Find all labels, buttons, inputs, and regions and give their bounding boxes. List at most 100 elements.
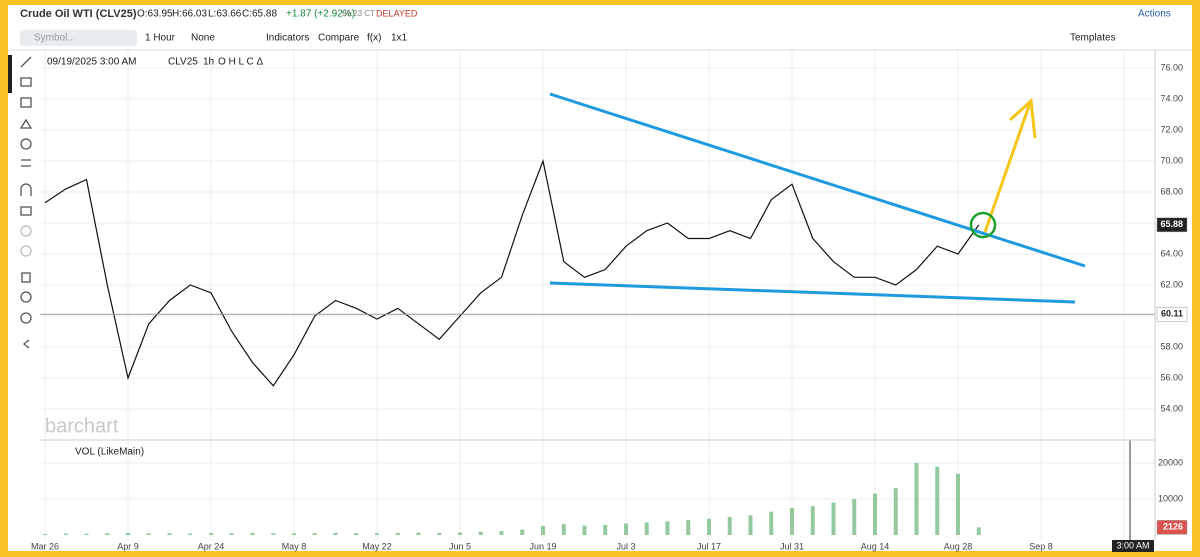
volume-bar <box>43 533 47 535</box>
y-tick-label: 20000 <box>1158 457 1183 467</box>
x-tick-label: Mar 26 <box>31 541 59 551</box>
y-tick-label: 70.00 <box>1160 155 1183 165</box>
volume-bar <box>333 532 338 535</box>
volume-bar <box>727 517 732 535</box>
x-tick-label: Jun 19 <box>529 541 556 551</box>
legend-fields: O H L C Δ <box>218 57 264 68</box>
y-tick-label: 62.00 <box>1160 279 1183 289</box>
volume-bar <box>63 533 68 535</box>
templates[interactable]: Templates <box>1070 33 1116 44</box>
layout[interactable]: 1x1 <box>391 33 408 44</box>
volume-bar <box>188 533 193 535</box>
volume-bar <box>437 532 442 535</box>
volume-bar <box>852 499 857 535</box>
legend-symbol: CLV25 <box>168 57 198 68</box>
x-tick-label: Apr 24 <box>198 541 225 551</box>
volume-bar <box>582 525 587 535</box>
volume-bar <box>126 532 130 535</box>
volume-bar <box>375 533 379 535</box>
status: DELAYED <box>376 8 418 18</box>
time: 05:23 CT <box>342 9 375 18</box>
arrow-head <box>1008 97 1037 139</box>
price-line <box>44 158 980 387</box>
trendline <box>549 92 1086 268</box>
interval[interactable]: 1 Hour <box>145 33 176 44</box>
tool-indicator <box>8 55 12 93</box>
x-tick-label: Sep 8 <box>1029 541 1053 551</box>
volume-bar <box>499 531 504 535</box>
high: H:66.03 <box>172 9 207 20</box>
y-tick-label: 54.00 <box>1160 403 1183 413</box>
volume-bar <box>354 533 359 535</box>
volume-legend: VOL (LikeMain) <box>75 447 144 458</box>
last-price-label-bg <box>1156 217 1188 233</box>
volume-bar <box>644 522 649 535</box>
x-tick-label: May 22 <box>362 541 392 551</box>
volume-bar <box>665 521 670 535</box>
y-tick-label: 10000 <box>1158 493 1183 503</box>
volume-bar <box>935 466 940 535</box>
y-tick-label: 56.00 <box>1160 372 1183 382</box>
legend-interval: 1h <box>203 57 214 68</box>
reference-price-label-bg <box>1156 307 1188 322</box>
x-tick-label: Aug 28 <box>944 541 973 551</box>
x-tick-label: May 8 <box>282 541 307 551</box>
volume-bar <box>914 463 919 535</box>
volume-bar <box>478 531 483 535</box>
x-tick-label: Jul 3 <box>616 541 635 551</box>
volume-bar <box>271 533 276 535</box>
window <box>8 5 1192 551</box>
arrow <box>983 102 1032 233</box>
volume-bar <box>561 524 566 535</box>
volume-bar <box>956 473 960 535</box>
x-tick-label: Jun 5 <box>449 541 471 551</box>
volume-bar <box>624 523 628 535</box>
plot-area <box>40 50 1155 540</box>
last-volume-label: 2126 <box>1163 522 1183 532</box>
volume-bar <box>541 526 545 535</box>
change: +1.87 (+2.92%) <box>286 9 355 20</box>
x-tick-label: Aug 14 <box>861 541 890 551</box>
volume-bar <box>520 529 525 535</box>
open: O:63.95 <box>137 9 173 20</box>
crosshair-time-bg <box>1112 540 1154 552</box>
volume-bar <box>292 533 296 535</box>
volume-bar <box>976 527 981 535</box>
symbol-box[interactable] <box>20 30 137 46</box>
symbol-input[interactable]: Symbol... <box>34 33 76 44</box>
volume-bar <box>229 533 234 535</box>
volume-bar <box>250 532 255 535</box>
reference-price-label: 60.11 <box>1161 309 1183 319</box>
style[interactable]: None <box>191 33 215 44</box>
price-axis-bg <box>1156 51 1192 551</box>
volume-bar <box>312 533 317 535</box>
highlight-circle <box>969 211 997 239</box>
crosshair-time: 3:00 AM <box>1116 540 1149 550</box>
volume-bar <box>458 532 462 535</box>
last-price-label: 65.88 <box>1160 219 1183 229</box>
volume-bar <box>748 515 753 535</box>
volume-bar <box>146 533 151 535</box>
volume-bar <box>707 518 711 535</box>
compare[interactable]: Compare <box>318 33 360 44</box>
y-tick-label: 76.00 <box>1160 62 1183 72</box>
volume-bar <box>686 519 691 535</box>
y-tick-label: 74.00 <box>1160 93 1183 103</box>
indicators[interactable]: Indicators <box>266 33 309 44</box>
volume-bar <box>769 511 774 535</box>
volume-bar <box>209 533 213 535</box>
y-tick-label: 72.00 <box>1160 124 1183 134</box>
volume-bar <box>105 533 110 535</box>
volume-bar <box>416 532 421 535</box>
y-tick-label: 58.00 <box>1160 341 1183 351</box>
volume-bar <box>167 533 172 535</box>
y-tick-label: 64.00 <box>1160 248 1183 258</box>
volume-bar <box>395 532 400 535</box>
volume-bar <box>790 508 794 535</box>
last-volume-label-bg <box>1156 520 1188 535</box>
volume-bar <box>84 533 89 535</box>
volume-bar <box>893 488 898 535</box>
fx[interactable]: f(x) <box>367 33 381 44</box>
actions[interactable]: Actions <box>1138 9 1171 20</box>
